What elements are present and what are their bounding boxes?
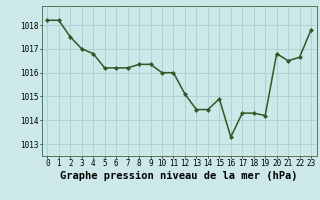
X-axis label: Graphe pression niveau de la mer (hPa): Graphe pression niveau de la mer (hPa)	[60, 171, 298, 181]
